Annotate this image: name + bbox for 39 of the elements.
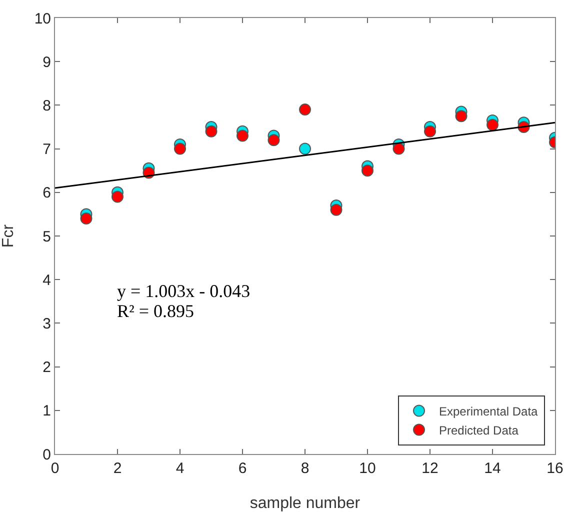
x-axis-title: sample number bbox=[250, 495, 361, 512]
y-tick-label: 0 bbox=[42, 446, 51, 464]
x-tick-label: 10 bbox=[359, 460, 376, 477]
y-tick-label: 5 bbox=[42, 228, 51, 246]
y-axis-title: Fcr bbox=[0, 224, 17, 248]
y-tick-label: 3 bbox=[42, 315, 51, 332]
point bbox=[205, 125, 218, 138]
x-tick-label: 8 bbox=[300, 460, 310, 477]
y-tick-label: 4 bbox=[42, 272, 51, 289]
y-tick-label: 8 bbox=[42, 97, 51, 114]
point bbox=[330, 204, 342, 216]
point bbox=[424, 125, 436, 138]
legend-label: Experimental Data bbox=[439, 404, 538, 418]
point bbox=[236, 130, 248, 142]
point bbox=[268, 134, 280, 146]
x-tick-label: 12 bbox=[422, 460, 438, 477]
x-tick-label: 2 bbox=[113, 460, 122, 477]
point bbox=[486, 118, 498, 131]
legend-label: Predicted Data bbox=[439, 423, 519, 438]
annotation: y = 1.003x - 0.043 bbox=[117, 281, 250, 301]
y-tick-label: 6 bbox=[42, 184, 51, 202]
point bbox=[112, 190, 124, 203]
y-tick-label: 9 bbox=[42, 54, 51, 71]
y-tick-label: 10 bbox=[34, 10, 51, 28]
point bbox=[392, 142, 405, 155]
point bbox=[299, 142, 311, 155]
y-tick-label: 1 bbox=[42, 402, 51, 420]
point bbox=[80, 212, 92, 225]
point bbox=[174, 142, 186, 155]
point bbox=[299, 104, 311, 116]
annotation: R² = 0.895 bbox=[117, 301, 194, 321]
y-tick-label: 2 bbox=[42, 359, 51, 376]
point bbox=[455, 110, 468, 122]
x-tick-label: 6 bbox=[238, 460, 247, 477]
x-tick-label: 14 bbox=[484, 460, 501, 477]
x-tick-label: 16 bbox=[546, 460, 564, 477]
y-tick-label: 7 bbox=[42, 141, 51, 158]
x-tick-label: 4 bbox=[176, 460, 184, 477]
point bbox=[362, 164, 374, 177]
